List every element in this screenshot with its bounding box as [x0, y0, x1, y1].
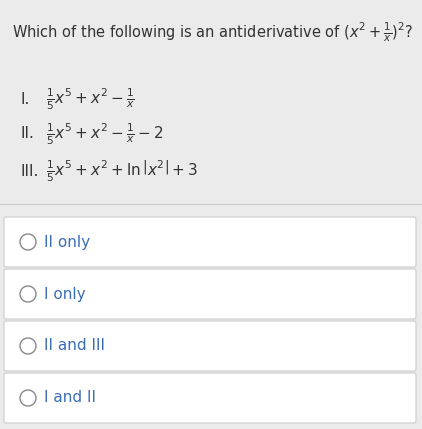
Text: I only: I only [44, 287, 86, 302]
Text: I and II: I and II [44, 390, 96, 405]
Text: $\frac{1}{5}x^5+x^2+\ln\left|x^2\right|+3$: $\frac{1}{5}x^5+x^2+\ln\left|x^2\right|+… [46, 158, 198, 184]
Circle shape [20, 338, 36, 354]
Text: $\frac{1}{5}x^5+x^2-\frac{1}{x}$: $\frac{1}{5}x^5+x^2-\frac{1}{x}$ [46, 86, 135, 112]
FancyBboxPatch shape [4, 321, 416, 371]
Text: II only: II only [44, 235, 90, 250]
FancyBboxPatch shape [4, 269, 416, 319]
Text: $\frac{1}{5}x^5+x^2-\frac{1}{x}-2$: $\frac{1}{5}x^5+x^2-\frac{1}{x}-2$ [46, 121, 164, 147]
Text: III.: III. [20, 163, 38, 178]
Circle shape [20, 286, 36, 302]
FancyBboxPatch shape [4, 373, 416, 423]
Text: II.: II. [20, 127, 34, 142]
Text: Which of the following is an antiderivative of $(x^2+\frac{1}{x})^2$?: Which of the following is an antiderivat… [12, 21, 414, 44]
Circle shape [20, 234, 36, 250]
Bar [0, 0, 422, 209]
Circle shape [20, 390, 36, 406]
Text: II and III: II and III [44, 338, 105, 353]
FancyBboxPatch shape [4, 217, 416, 267]
Text: I.: I. [20, 91, 30, 106]
